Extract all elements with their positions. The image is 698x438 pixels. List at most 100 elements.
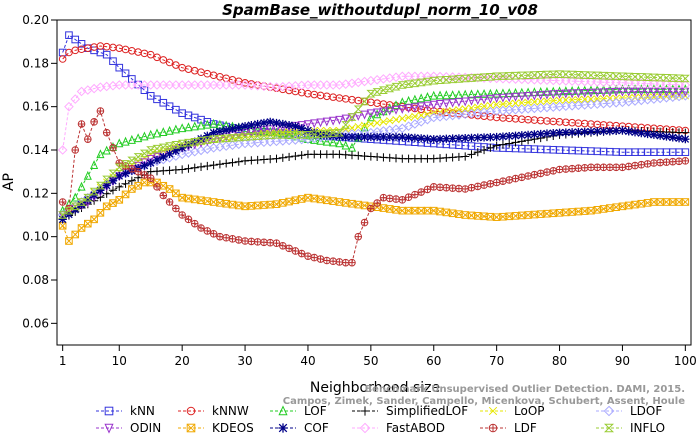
data-point-odin	[479, 95, 489, 105]
data-point-kdeos	[184, 194, 193, 203]
data-point-loop	[411, 112, 419, 121]
data-point-ldf	[631, 161, 639, 170]
data-point-ldf	[442, 183, 451, 192]
data-point-inflo	[561, 70, 571, 79]
data-point-inflo	[630, 72, 640, 81]
data-point-lof	[599, 84, 608, 94]
data-point-fastabod	[183, 80, 194, 90]
data-point-inflo	[202, 136, 212, 144]
data-point-inflo	[643, 73, 653, 81]
legend-item-loop: LoOP	[480, 404, 545, 418]
data-point-inflo	[599, 71, 609, 80]
data-point-cof	[492, 132, 501, 142]
data-point-fastabod	[674, 79, 684, 90]
data-point-ldf	[165, 198, 174, 206]
data-point-ldf	[417, 188, 425, 196]
data-point-fastabod	[611, 77, 621, 88]
data-point-cof	[171, 146, 180, 155]
data-point-ldf	[549, 167, 558, 175]
data-point-ldf	[84, 135, 92, 143]
x-tick-label: 60	[426, 354, 441, 368]
data-point-fastabod	[227, 80, 238, 90]
data-point-simplifiedlof	[222, 159, 231, 168]
data-point-ldf	[241, 237, 249, 245]
data-point-loop	[524, 98, 532, 106]
data-point-kdeos	[417, 206, 425, 215]
data-point-odin	[435, 100, 445, 109]
data-point-odin	[329, 116, 338, 126]
data-point-lof	[329, 137, 338, 147]
watermark-line-2: Campos, Zimek, Sander, Campello, Micenko…	[283, 396, 685, 407]
data-point-knn	[65, 31, 73, 39]
data-point-ldf	[379, 193, 388, 202]
data-point-inflo	[460, 74, 470, 83]
data-point-loop	[480, 102, 488, 110]
data-point-lof	[209, 118, 218, 128]
data-point-ldf	[536, 169, 545, 178]
data-point-lof	[373, 109, 382, 119]
data-point-simplifiedlof	[479, 145, 489, 155]
data-point-kdeos	[398, 206, 407, 215]
data-point-fastabod	[328, 80, 338, 90]
data-point-lof	[630, 84, 640, 94]
data-point-fastabod	[246, 80, 257, 91]
data-point-ldf	[643, 160, 652, 168]
data-point-ldf	[102, 128, 111, 137]
data-point-cof	[429, 135, 438, 144]
legend-item-ldof: LDOF	[596, 404, 662, 418]
data-point-cof	[77, 200, 86, 209]
legend-item-lof: LOF	[270, 404, 327, 418]
data-point-knn	[96, 48, 105, 57]
data-point-loop	[499, 100, 507, 108]
data-point-inflo	[259, 131, 269, 140]
data-point-inflo	[253, 132, 263, 140]
data-point-cof	[253, 119, 262, 129]
data-point-fastabod	[152, 80, 162, 90]
data-point-ldf	[656, 158, 664, 167]
data-point-cof	[435, 134, 445, 144]
data-point-cof	[624, 127, 633, 136]
data-point-ldf	[354, 232, 363, 241]
data-point-inflo	[441, 76, 451, 84]
data-point-inflo	[611, 72, 621, 80]
data-point-inflo	[422, 77, 432, 86]
data-point-cof	[322, 131, 331, 140]
data-point-odin	[379, 107, 388, 117]
legend-marker	[104, 406, 114, 416]
data-point-inflo	[385, 84, 395, 93]
data-point-cof	[486, 133, 495, 142]
data-point-fastabod	[422, 71, 433, 82]
data-point-ldf	[348, 258, 356, 267]
data-point-kdeos	[58, 222, 67, 230]
data-point-lof	[618, 84, 627, 94]
data-point-fastabod	[158, 80, 169, 90]
data-point-ldf	[637, 160, 646, 169]
data-point-cof	[674, 134, 684, 143]
data-point-ldf	[216, 232, 224, 241]
data-point-simplifiedlof	[505, 139, 514, 148]
x-tick-label: 20	[175, 354, 190, 368]
data-point-inflo	[316, 130, 326, 138]
data-point-inflo	[265, 131, 275, 140]
data-point-inflo	[83, 193, 93, 202]
data-point-fastabod	[233, 80, 244, 90]
data-point-inflo	[655, 73, 665, 82]
data-point-cof	[178, 143, 187, 152]
data-point-inflo	[341, 121, 351, 129]
data-point-odin	[146, 154, 155, 164]
data-point-cof	[203, 131, 212, 140]
data-point-simplifiedlof	[127, 176, 136, 185]
data-point-cof	[240, 122, 250, 131]
data-point-ldf	[518, 173, 526, 182]
x-axis-label: Neighborhood size	[310, 380, 440, 396]
x-tick-label: 1	[59, 354, 67, 368]
data-point-ldf	[668, 157, 677, 166]
data-point-kdeos	[492, 213, 501, 221]
data-point-lof	[555, 86, 564, 96]
data-point-ldf	[115, 159, 124, 167]
data-point-simplifiedlof	[196, 162, 206, 171]
data-point-fastabod	[567, 76, 577, 86]
data-point-inflo	[152, 144, 162, 153]
data-point-inflo	[353, 105, 363, 114]
